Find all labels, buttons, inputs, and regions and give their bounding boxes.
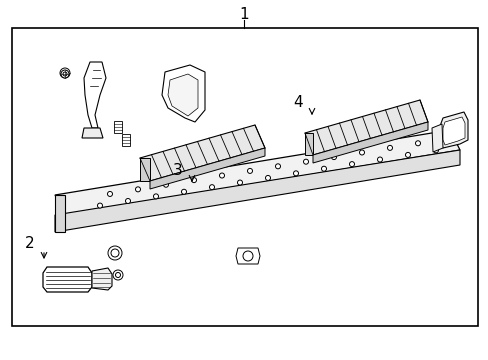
Polygon shape (140, 125, 264, 181)
Polygon shape (442, 117, 464, 145)
Circle shape (349, 162, 354, 167)
Polygon shape (55, 150, 459, 232)
Circle shape (153, 194, 158, 199)
Circle shape (97, 203, 102, 208)
Polygon shape (162, 65, 204, 122)
Circle shape (107, 192, 112, 197)
Circle shape (191, 177, 196, 183)
Circle shape (415, 141, 420, 146)
Polygon shape (84, 62, 106, 128)
Circle shape (377, 157, 382, 162)
Circle shape (125, 198, 130, 203)
Polygon shape (305, 133, 312, 155)
Circle shape (237, 180, 242, 185)
Polygon shape (12, 28, 477, 326)
Polygon shape (168, 74, 198, 116)
Text: 4: 4 (293, 95, 302, 109)
Text: 1: 1 (239, 6, 248, 22)
Circle shape (359, 150, 364, 155)
Circle shape (63, 72, 67, 76)
Circle shape (433, 148, 438, 153)
Polygon shape (92, 268, 112, 290)
Circle shape (62, 70, 68, 76)
Polygon shape (150, 148, 264, 189)
Circle shape (321, 166, 326, 171)
Polygon shape (43, 267, 92, 292)
Polygon shape (55, 195, 65, 232)
Circle shape (247, 168, 252, 174)
Circle shape (113, 270, 123, 280)
Circle shape (61, 70, 69, 78)
Circle shape (275, 164, 280, 169)
Polygon shape (82, 128, 103, 138)
Circle shape (265, 175, 270, 180)
Polygon shape (55, 130, 459, 215)
Polygon shape (122, 134, 130, 146)
Polygon shape (140, 158, 150, 181)
Circle shape (163, 182, 168, 187)
Circle shape (331, 154, 336, 159)
Circle shape (115, 273, 120, 278)
Circle shape (303, 159, 308, 164)
Polygon shape (305, 100, 427, 155)
Text: 2: 2 (25, 235, 35, 251)
Circle shape (243, 251, 252, 261)
Circle shape (135, 187, 140, 192)
Circle shape (386, 145, 392, 150)
Circle shape (219, 173, 224, 178)
Polygon shape (439, 112, 467, 148)
Circle shape (111, 249, 119, 257)
Circle shape (108, 246, 122, 260)
Circle shape (405, 152, 409, 157)
Circle shape (209, 185, 214, 190)
Circle shape (293, 171, 298, 176)
Circle shape (60, 68, 70, 78)
Polygon shape (236, 248, 260, 264)
Text: 3: 3 (173, 162, 183, 177)
Polygon shape (114, 121, 122, 133)
Circle shape (181, 189, 186, 194)
Polygon shape (431, 124, 442, 152)
Polygon shape (312, 122, 427, 163)
